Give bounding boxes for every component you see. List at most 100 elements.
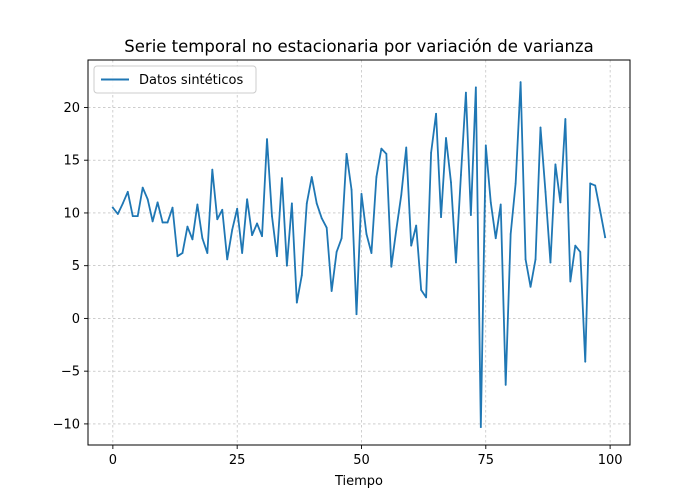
data-point xyxy=(325,226,328,229)
data-point xyxy=(276,255,278,258)
y-tick-label: 0 xyxy=(72,312,80,327)
data-point xyxy=(196,203,199,206)
data-point xyxy=(469,214,472,216)
data-point xyxy=(594,184,597,187)
data-point xyxy=(146,198,149,201)
data-point xyxy=(305,202,308,205)
data-point xyxy=(345,152,348,155)
data-point xyxy=(246,198,249,201)
data-point xyxy=(405,146,408,149)
data-point xyxy=(181,252,184,254)
data-point xyxy=(589,182,592,185)
data-point xyxy=(410,244,413,247)
x-axis-title: Tiempo xyxy=(334,474,383,489)
data-point xyxy=(479,426,482,428)
data-point xyxy=(221,208,224,211)
data-point xyxy=(201,237,204,240)
data-point xyxy=(445,137,447,139)
data-point xyxy=(534,258,537,261)
data-point xyxy=(574,244,577,247)
data-point xyxy=(549,261,552,264)
data-point xyxy=(335,251,338,253)
data-point xyxy=(365,233,368,235)
x-tick-label: 100 xyxy=(598,453,623,468)
y-tick-label: 15 xyxy=(63,154,80,169)
data-point xyxy=(136,215,139,218)
data-point xyxy=(554,163,557,166)
data-point xyxy=(156,201,159,204)
data-point xyxy=(256,222,258,225)
data-point xyxy=(509,233,512,235)
data-point xyxy=(544,190,547,193)
y-tick-label: 20 xyxy=(63,101,80,116)
y-tick-label: −5 xyxy=(61,365,80,380)
legend: Datos sintéticos xyxy=(93,65,257,94)
x-tick-label: 75 xyxy=(478,453,495,468)
data-point xyxy=(206,252,209,254)
data-point xyxy=(370,252,373,254)
x-tick-label: 50 xyxy=(353,453,370,468)
data-point xyxy=(514,182,517,185)
legend-box xyxy=(93,65,257,94)
data-point xyxy=(320,217,323,220)
data-point xyxy=(121,202,124,205)
data-point xyxy=(569,280,572,283)
y-axis: −10 −5 0 5 10 15 20 xyxy=(53,101,88,432)
data-point xyxy=(584,360,587,363)
data-point xyxy=(281,177,283,180)
data-point xyxy=(564,118,567,120)
data-point xyxy=(504,383,507,386)
y-tick-label: 10 xyxy=(63,206,80,221)
data-point xyxy=(599,209,602,212)
data-point xyxy=(425,296,428,299)
data-point xyxy=(261,235,263,238)
data-point xyxy=(126,190,129,193)
x-axis: 0 25 50 75 100 xyxy=(109,445,623,468)
data-point xyxy=(171,206,174,209)
data-point xyxy=(519,81,522,84)
data-point xyxy=(460,174,462,176)
data-point xyxy=(141,186,144,189)
data-point xyxy=(579,251,582,253)
data-point xyxy=(251,234,253,237)
data-point xyxy=(216,218,219,221)
data-point xyxy=(191,238,194,241)
data-point xyxy=(465,91,467,94)
data-point xyxy=(186,225,189,228)
data-point xyxy=(315,202,318,205)
data-point xyxy=(236,207,239,210)
x-tick-label: 0 xyxy=(109,453,117,468)
data-point xyxy=(151,220,154,223)
data-point xyxy=(430,151,432,154)
data-point xyxy=(330,290,333,292)
data-point xyxy=(380,147,383,150)
data-point xyxy=(395,228,398,231)
y-tick-label: −10 xyxy=(53,417,80,432)
data-point xyxy=(360,193,363,195)
plot-area: 0 25 50 75 100 −10 −5 0 5 10 15 20 xyxy=(53,59,631,468)
data-point xyxy=(499,203,502,206)
data-point xyxy=(559,201,562,204)
data-point xyxy=(166,221,169,224)
data-point xyxy=(529,285,532,288)
data-point xyxy=(450,181,452,184)
data-point xyxy=(375,176,378,178)
x-tick-label: 25 xyxy=(229,453,246,468)
data-point xyxy=(295,301,298,304)
data-point xyxy=(161,221,164,224)
chart-title: Serie temporal no estacionaria por varia… xyxy=(124,37,593,56)
data-point xyxy=(415,224,418,227)
data-point xyxy=(390,265,393,268)
data-point xyxy=(484,144,487,147)
data-point xyxy=(455,261,457,264)
data-point xyxy=(420,289,423,291)
data-point xyxy=(111,206,114,209)
data-point xyxy=(539,126,542,129)
data-point xyxy=(211,168,214,171)
data-point xyxy=(474,86,477,89)
series-layer xyxy=(111,81,607,428)
y-tick-label: 5 xyxy=(72,259,80,274)
data-point xyxy=(176,255,179,258)
data-point xyxy=(400,194,403,196)
